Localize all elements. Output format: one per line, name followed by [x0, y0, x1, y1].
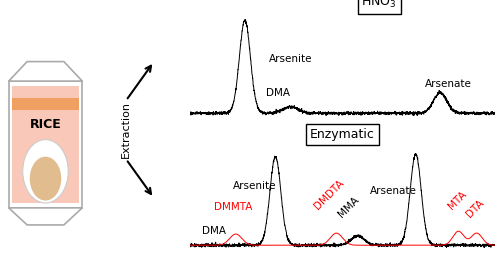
Text: Arsenate: Arsenate [370, 186, 417, 196]
Polygon shape [9, 208, 82, 225]
Text: RICE: RICE [30, 118, 62, 131]
Text: DMA: DMA [266, 88, 290, 98]
Text: MTA: MTA [446, 189, 468, 212]
Polygon shape [9, 61, 82, 81]
Text: Extraction: Extraction [121, 101, 131, 158]
Text: Arsenite: Arsenite [270, 54, 313, 64]
Polygon shape [12, 86, 78, 203]
Text: Arsenate: Arsenate [425, 79, 472, 89]
Text: Enzymatic: Enzymatic [310, 128, 375, 141]
Text: DTA: DTA [464, 197, 486, 219]
Text: Arsenite: Arsenite [232, 181, 276, 191]
Text: DMDTA: DMDTA [312, 178, 346, 212]
Text: DMA: DMA [202, 226, 226, 236]
Polygon shape [9, 81, 82, 208]
Circle shape [30, 157, 61, 201]
Text: MMA: MMA [336, 195, 361, 219]
Text: HNO$_3$: HNO$_3$ [362, 0, 397, 10]
Text: DMMTA: DMMTA [214, 202, 253, 212]
Polygon shape [12, 98, 78, 110]
Circle shape [23, 140, 68, 203]
